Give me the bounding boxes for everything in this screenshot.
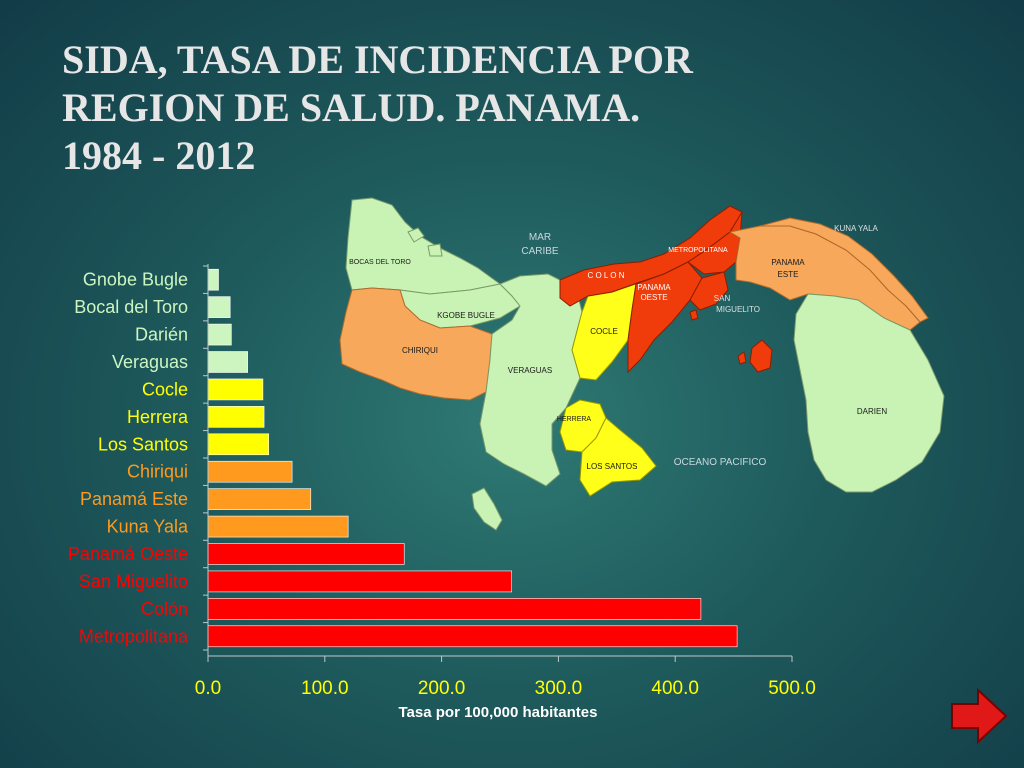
map-label-bocas-del-toro: BOCAS DEL TORO bbox=[349, 259, 411, 266]
map-label-panama-este-1: PANAMA bbox=[771, 258, 805, 267]
category-label: Bocal del Toro bbox=[74, 297, 188, 317]
next-slide-button[interactable] bbox=[946, 684, 1010, 748]
category-label: Herrera bbox=[127, 407, 189, 427]
bar bbox=[207, 378, 264, 401]
region-darien bbox=[793, 293, 945, 493]
island-coiba bbox=[471, 487, 503, 531]
x-axis-label: Tasa por 100,000 habitantes bbox=[399, 704, 598, 721]
bar bbox=[207, 351, 249, 373]
title-line-3: 1984 - 2012 bbox=[62, 133, 256, 178]
map-label-los-santos: LOS SANTOS bbox=[587, 462, 638, 471]
map-label-kuna-yala: KUNA YALA bbox=[834, 224, 878, 233]
region-veraguas bbox=[479, 273, 583, 487]
x-tick-label: 200.0 bbox=[418, 678, 466, 699]
map-label-metropolitana: METROPOLITANA bbox=[668, 247, 728, 254]
x-tick-labels: 0.0 100.0 200.0 300.0 400.0 500.0 bbox=[195, 678, 816, 699]
bar bbox=[207, 488, 312, 510]
slide-title: SIDA, TASA DE INCIDENCIA POR REGION DE S… bbox=[62, 36, 822, 180]
x-tick-label: 400.0 bbox=[651, 678, 699, 699]
island-bocas-1 bbox=[407, 227, 425, 243]
axes bbox=[203, 264, 793, 662]
map-label-panama-este-2: ESTE bbox=[778, 270, 799, 279]
map-label-darien: DARIEN bbox=[857, 407, 887, 416]
map-label-cocle: COCLE bbox=[590, 327, 618, 336]
category-label: Cocle bbox=[142, 379, 188, 399]
bar bbox=[207, 323, 232, 346]
region-panama-oeste bbox=[627, 261, 703, 374]
category-label: Chiriqui bbox=[127, 462, 188, 482]
bar bbox=[207, 433, 270, 456]
category-label: Colón bbox=[141, 599, 188, 619]
bar bbox=[207, 598, 702, 620]
map-label-panama-oeste-1: PANAMA bbox=[637, 283, 671, 292]
region-kuna-yala bbox=[759, 217, 929, 323]
bar bbox=[207, 515, 349, 538]
category-label: Darién bbox=[135, 325, 188, 345]
bar bbox=[207, 406, 265, 428]
bar bbox=[207, 268, 219, 291]
island-taboga bbox=[689, 309, 699, 321]
island-pearl-1 bbox=[749, 339, 773, 373]
category-label: San Miguelito bbox=[79, 571, 188, 591]
category-label: Gnobe Bugle bbox=[83, 270, 188, 290]
x-tick-label: 300.0 bbox=[535, 678, 583, 699]
map-label-panama-oeste-2: OESTE bbox=[640, 293, 667, 302]
bars bbox=[207, 268, 738, 648]
bar bbox=[207, 460, 293, 483]
category-label: Kuna Yala bbox=[107, 517, 189, 537]
map-label-mar-caribe-2: CARIBE bbox=[521, 246, 559, 257]
category-label: Veraguas bbox=[112, 352, 188, 372]
map-label-mar-caribe-1: MAR bbox=[529, 232, 551, 243]
map-label-kgobe-bugle: KGOBE BUGLE bbox=[437, 311, 495, 320]
category-label: Panamá Este bbox=[80, 489, 188, 509]
title-line-1: SIDA, TASA DE INCIDENCIA POR bbox=[62, 37, 693, 82]
map-label-oceano-pacifico: OCEANO PACIFICO bbox=[674, 457, 767, 468]
region-san-miguelito bbox=[689, 271, 729, 311]
bar bbox=[207, 625, 738, 648]
map-label-san-miguelito-1: SAN bbox=[714, 294, 731, 303]
map-label-colon: C O L O N bbox=[587, 271, 624, 280]
map-label-san-miguelito-2: MIGUELITO bbox=[716, 305, 760, 314]
x-tick-label: 500.0 bbox=[768, 678, 816, 699]
island-bocas-2 bbox=[427, 243, 443, 257]
bar bbox=[207, 570, 512, 593]
map-label-veraguas: VERAGUAS bbox=[508, 366, 552, 375]
map-label-chiriqui: CHIRIQUI bbox=[402, 346, 438, 355]
title-line-2: REGION DE SALUD. PANAMA. bbox=[62, 85, 641, 130]
x-tick-label: 100.0 bbox=[301, 678, 349, 699]
island-pearl-2 bbox=[737, 351, 747, 365]
category-label: Los Santos bbox=[98, 434, 188, 454]
category-labels: Gnobe Bugle Bocal del Toro Darién Veraguas C… bbox=[68, 270, 189, 647]
bar bbox=[207, 543, 405, 565]
map-label-herrera: HERRERA bbox=[557, 416, 592, 423]
region-los-santos bbox=[579, 417, 657, 497]
region-chiriqui bbox=[339, 287, 493, 401]
x-tick-label: 0.0 bbox=[195, 678, 221, 699]
arrow-right-icon[interactable] bbox=[951, 687, 1008, 745]
category-label: Metropolitana bbox=[79, 626, 189, 646]
category-label: Panamá Oeste bbox=[68, 544, 188, 564]
bar bbox=[207, 296, 231, 318]
